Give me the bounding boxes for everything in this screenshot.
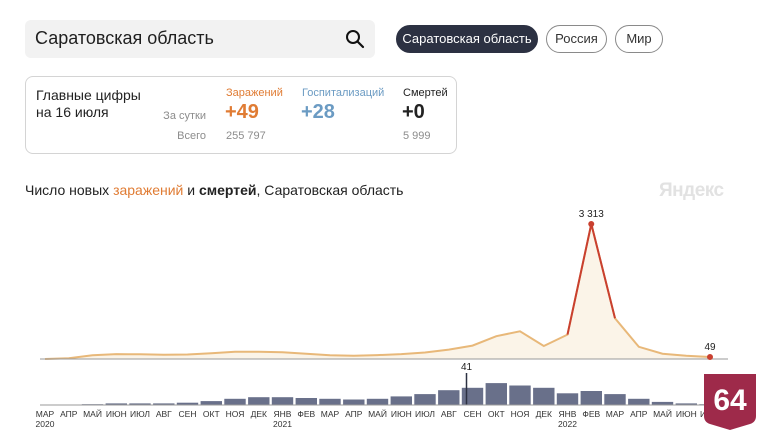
x-tick-label: СЕН (464, 409, 482, 419)
infections-label: Заражений (226, 87, 283, 99)
infections-area-fill (45, 224, 710, 359)
deaths-bar (105, 403, 127, 405)
deaths-bar (461, 387, 484, 405)
region-button-world[interactable]: Мир (615, 25, 663, 53)
x-tick-label: ФЕВ (582, 409, 600, 419)
deaths-bar (295, 398, 317, 405)
infections-annotation-1: 49 (704, 342, 716, 353)
deaths-bar (176, 402, 199, 405)
x-tick-label: ДЕК (536, 409, 552, 419)
chart-title-middle: и (183, 182, 199, 198)
deaths-total-value: 5 999 (403, 130, 431, 142)
region-button-saratov[interactable]: Саратовская область (396, 25, 538, 53)
x-tick-label: МАР (321, 409, 340, 419)
deaths-bar (509, 385, 531, 405)
x-tick-label: ИЮН (676, 409, 697, 419)
chart-title-infections: заражений (113, 182, 184, 198)
row-label-day: За сутки (163, 110, 206, 122)
deaths-bar (319, 398, 341, 405)
deaths-bar (248, 397, 270, 405)
x-tick-label: МАР (606, 409, 625, 419)
chart-title-prefix: Число новых (25, 182, 114, 198)
deaths-bar (533, 387, 555, 405)
x-tick-label: ИЮЛ (130, 409, 150, 419)
chart-title: Число новых заражений и смертей, Саратов… (25, 182, 403, 198)
region-64-badge: 64 (704, 374, 756, 430)
x-tick-label: ЯНВ (559, 409, 577, 419)
infections-total-value: 255 797 (226, 130, 266, 142)
deaths-bar (200, 401, 222, 405)
infections-marker-1 (707, 354, 713, 361)
x-tick-label: МАР (36, 409, 55, 419)
deaths-bar (485, 383, 507, 405)
x-year-label: 2022 (558, 419, 577, 429)
infections-marker-0 (588, 221, 595, 227)
deaths-bar (438, 390, 460, 405)
key-figures-title: Главные цифры на 16 июля (36, 87, 141, 120)
x-tick-label: ОКТ (203, 409, 220, 419)
x-tick-label: СЕН (179, 409, 197, 419)
badge-text: 64 (713, 384, 747, 417)
key-figures-card: Главные цифры на 16 июля За сутки Всего … (25, 76, 457, 154)
search-input[interactable]: Саратовская область (25, 20, 375, 58)
deaths-annotation: 41 (461, 362, 473, 373)
x-year-label: 2021 (273, 419, 292, 429)
x-tick-label: ЯНВ (274, 409, 292, 419)
x-tick-label: ОКТ (488, 409, 505, 419)
chart-title-deaths: смертей (198, 182, 257, 198)
infections-annotation-0: 3 313 (579, 209, 604, 220)
x-year-label: 2020 (36, 419, 55, 429)
deaths-bar (580, 391, 602, 405)
deaths-bar (271, 397, 294, 405)
x-tick-label: АПР (60, 409, 78, 419)
deaths-bar (675, 403, 697, 405)
hospital-day-value: +28 (301, 101, 335, 123)
chart-title-suffix: , Саратовская область (256, 182, 404, 198)
x-tick-label: АПР (345, 409, 363, 419)
x-tick-label: НОЯ (226, 409, 245, 419)
deaths-bar (651, 401, 674, 405)
x-tick-label: АВГ (156, 409, 172, 419)
deaths-bar (343, 399, 365, 405)
row-label-total: Всего (177, 130, 206, 142)
search-value[interactable]: Саратовская область (35, 28, 214, 48)
deaths-bar (224, 398, 246, 405)
x-tick-label: НОЯ (511, 409, 530, 419)
yandex-watermark: Яндекс (659, 180, 724, 201)
x-tick-label: ИЮН (106, 409, 127, 419)
deaths-bar (366, 398, 389, 405)
x-tick-label: ДЕК (251, 409, 267, 419)
infections-day-value: +49 (225, 101, 259, 123)
x-tick-label: ФЕВ (297, 409, 315, 419)
deaths-bar (604, 394, 626, 405)
deaths-bar (129, 403, 151, 405)
x-tick-label: АПР (630, 409, 648, 419)
deaths-bar (153, 403, 175, 405)
search-icon[interactable] (345, 29, 365, 49)
x-tick-label: МАЙ (653, 408, 672, 419)
deaths-bar (414, 394, 436, 405)
region-button-russia[interactable]: Россия (546, 25, 607, 53)
deaths-bar (628, 398, 650, 405)
x-tick-label: МАЙ (83, 408, 102, 419)
deaths-label: Смертей (403, 87, 448, 99)
x-tick-label: ИЮЛ (415, 409, 435, 419)
deaths-bar (556, 393, 579, 405)
hospital-label: Госпитализаций (302, 87, 385, 99)
x-tick-label: ИЮН (391, 409, 412, 419)
deaths-day-value: +0 (402, 101, 425, 123)
deaths-bar (390, 396, 412, 405)
x-tick-label: МАЙ (368, 408, 387, 419)
x-tick-label: АВГ (441, 409, 457, 419)
